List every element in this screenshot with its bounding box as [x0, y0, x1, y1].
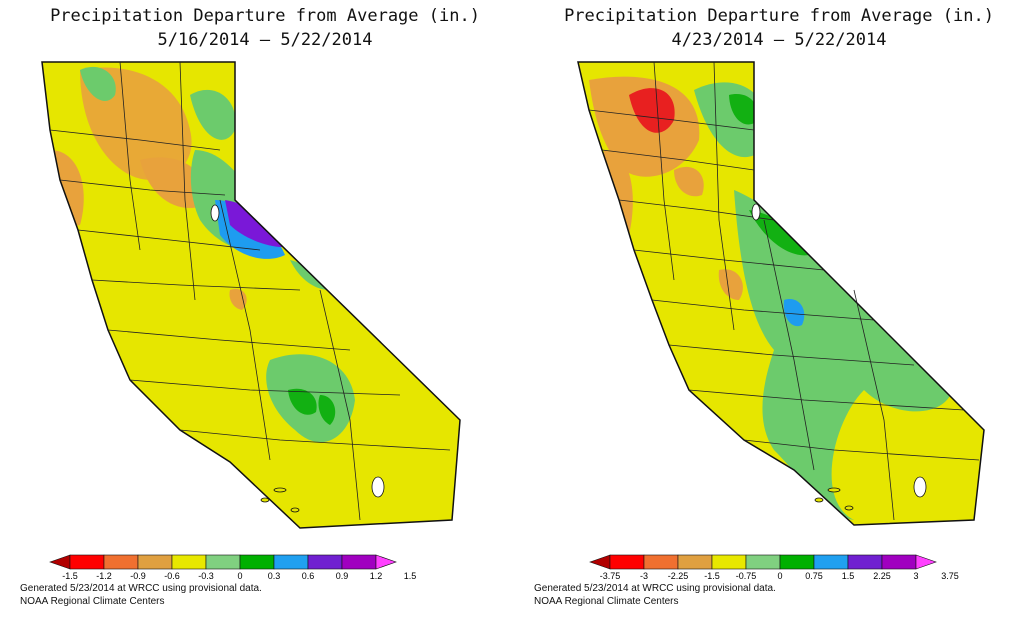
color-legend: -3.75 -3 -2.25 -1.5 -0.75 0 0.75 1.5 2.25 3 3.75 [589, 554, 959, 581]
footer-source: NOAA Regional Climate Centers [534, 596, 679, 607]
legend-label: -3.75 [600, 571, 621, 581]
legend-arrow-low [589, 554, 611, 570]
color-legend: -1.5 -1.2 -0.9 -0.6 -0.3 0 0.3 0.6 0.9 1.2 1.5 [49, 554, 417, 581]
map-title: Precipitation Departure from Average (in… [50, 6, 480, 26]
legend-label: -0.6 [164, 571, 180, 581]
legend-label: 1.2 [370, 571, 383, 581]
legend-label: 0.9 [336, 571, 349, 581]
legend-label: -2.25 [668, 571, 689, 581]
legend-label: 0.6 [302, 571, 315, 581]
legend-label: 3 [913, 571, 918, 581]
legend-swatch [341, 554, 377, 570]
legend-swatch [677, 554, 713, 570]
legend-label: -1.2 [96, 571, 112, 581]
california-precip-map: -1.5 -1.2 -0.9 -0.6 -0.3 0 0.3 0.6 0.9 1.2 1.5 [20, 0, 510, 629]
legend-arrow-low [49, 554, 71, 570]
california-precip-map: -3.75 -3 -2.25 -1.5 -0.75 0 0.75 1.5 2.25 3 3.75 [534, 0, 1024, 629]
legend-arrow-high [915, 554, 937, 570]
legend-swatch [745, 554, 781, 570]
legend-label: -0.3 [198, 571, 214, 581]
legend-swatch [609, 554, 645, 570]
legend-label: -1.5 [704, 571, 720, 581]
legend-label: -1.5 [62, 571, 78, 581]
legend-swatch [239, 554, 275, 570]
legend-label: 0 [237, 571, 242, 581]
footer-source: NOAA Regional Climate Centers [20, 596, 165, 607]
legend-arrow-high [375, 554, 397, 570]
map-panel-weekly: Precipitation Departure from Average (in… [20, 0, 510, 629]
map-date-range: 4/23/2014 – 5/22/2014 [671, 30, 887, 50]
legend-swatch [103, 554, 139, 570]
legend-label: -0.75 [736, 571, 757, 581]
legend-swatch [779, 554, 815, 570]
legend-swatch [137, 554, 173, 570]
legend-swatch [205, 554, 241, 570]
legend-label: 3.75 [941, 571, 959, 581]
legend-label: 1.5 [842, 571, 855, 581]
legend-label: 0 [777, 571, 782, 581]
legend-swatch [273, 554, 309, 570]
legend-label: -0.9 [130, 571, 146, 581]
footer-note: Generated 5/23/2014 at WRCC using provis… [20, 583, 262, 594]
legend-swatch [171, 554, 207, 570]
legend-label: 0.3 [268, 571, 281, 581]
legend-swatch [881, 554, 917, 570]
legend-label: -3 [640, 571, 648, 581]
legend-swatch [813, 554, 849, 570]
legend-swatch [643, 554, 679, 570]
map-title: Precipitation Departure from Average (in… [564, 6, 994, 26]
legend-label: 2.25 [873, 571, 891, 581]
footer-note: Generated 5/23/2014 at WRCC using provis… [534, 583, 776, 594]
legend-swatch [307, 554, 343, 570]
legend-swatch [711, 554, 747, 570]
map-date-range: 5/16/2014 – 5/22/2014 [157, 30, 373, 50]
map-panel-monthly: Precipitation Departure from Average (in… [534, 0, 1024, 629]
legend-label: 1.5 [404, 571, 417, 581]
legend-swatch [69, 554, 105, 570]
legend-label: 0.75 [805, 571, 823, 581]
legend-swatch [847, 554, 883, 570]
